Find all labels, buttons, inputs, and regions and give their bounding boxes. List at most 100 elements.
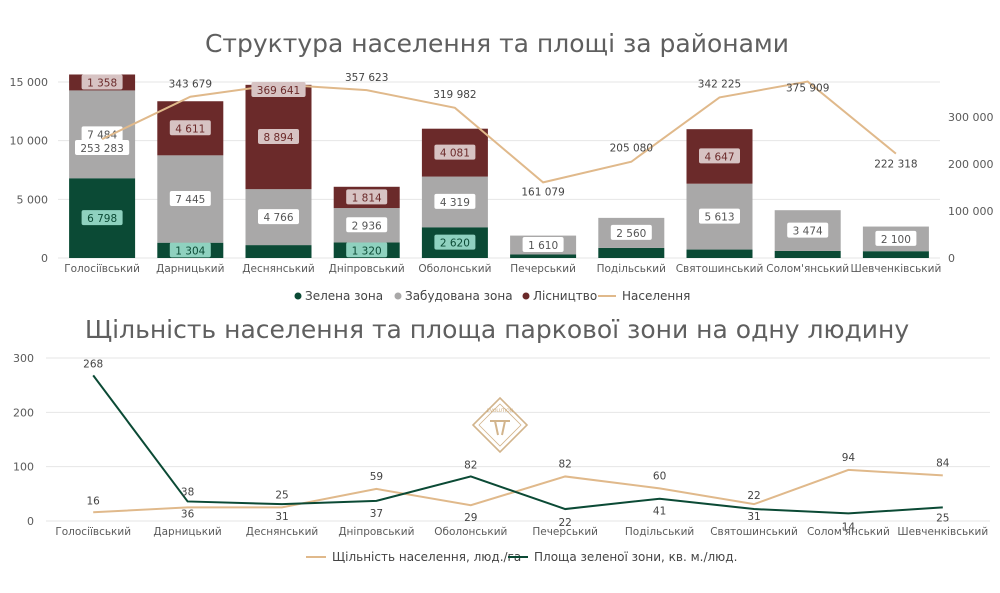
chart2-data-label: 268 [83, 358, 103, 370]
chart1-bar-label: 2 936 [352, 220, 382, 232]
chart2-x-axis: Голосіївський Дарницький Деснянський Дніпро… [55, 526, 988, 538]
chart1-category-label: Голосіївський [64, 263, 140, 275]
chart1-bar-label-bg [875, 230, 917, 246]
chart1-bar-label: 1 358 [87, 77, 117, 89]
chart1-bar-label-bg [434, 193, 476, 209]
chart1-bar-label-bg [169, 120, 211, 136]
chart1-bar-label-bg [258, 209, 299, 225]
chart1-y-axis-left: 0 5 000 10 000 15 000 [10, 76, 49, 265]
chart1-population-label: 319 982 [433, 89, 476, 101]
chart2-data-label: 82 [559, 458, 572, 470]
chart2-data-label: 22 [559, 517, 572, 529]
chart1-legend-marker [522, 292, 530, 300]
chart1-population-label: 375 909 [786, 83, 829, 95]
chart1-y-tick: 15 000 [10, 76, 49, 89]
chart1-bar-label-bg [610, 224, 652, 240]
chart1-legend-label: Лісництво [533, 289, 597, 303]
chart1-bar-label-bg [346, 217, 388, 233]
chart1-population-label-bg [75, 140, 130, 155]
chart2-data-label: 16 [87, 495, 101, 507]
chart1-category-label: Солом'янський [766, 263, 849, 275]
chart2-lines: 16 38 25 59 29 82 60 31 94 84 268 36 31 37 82 22 41 22 14 2… [83, 358, 950, 533]
chart1-population-label: 357 623 [345, 72, 388, 84]
chart1-title: Структура населення та площі за районами [205, 29, 789, 58]
chart1-y-tick: 5 000 [17, 193, 49, 206]
chart2-series-line [92, 374, 943, 515]
chart2-y-tick: 100 [13, 461, 34, 474]
chart1-y2-tick: 100 000 [948, 205, 994, 218]
chart1-bars: 6 798 7 484 1 358 1 304 7 445 4 611 4 766 8 894… [69, 74, 929, 258]
chart1-legend-label: Зелена зона [305, 289, 383, 303]
chart1-category-label: Святошинський [676, 263, 764, 275]
chart1-population-label-bg [251, 82, 306, 97]
chart1-bar-label: 2 620 [440, 238, 470, 250]
chart1-bar-label: 4 319 [440, 197, 470, 209]
chart1-bar-label: 6 798 [87, 213, 117, 225]
chart2-data-label: 25 [936, 512, 949, 524]
chart2-data-label: 84 [936, 457, 950, 469]
chart2-y-tick: 0 [27, 515, 34, 528]
chart1-bar-label: 4 081 [440, 148, 470, 160]
chart1-bar-label-bg [434, 234, 476, 250]
chart2-data-label: 31 [275, 511, 288, 523]
chart1-bar-label-bg [699, 208, 740, 224]
chart1-x-axis: Голосіївський Дарницький Деснянський Дніпро… [64, 263, 941, 275]
chart1-bar-label: 1 320 [352, 245, 382, 257]
chart2-data-label: 94 [842, 452, 856, 464]
chart2-category-label: Деснянський [246, 526, 318, 538]
chart1-bar-label: 4 766 [263, 212, 293, 224]
chart1-bar-label-bg [81, 126, 123, 142]
chart1-population-label: 161 079 [521, 186, 564, 198]
chart1-legend-marker [394, 292, 402, 300]
chart2-y-tick: 300 [13, 352, 34, 365]
chart2-category-label: Святошинський [710, 526, 798, 538]
chart1-population-label: 253 283 [80, 143, 123, 155]
chart1-bar-label: 1 304 [175, 245, 205, 257]
chart1-category-label: Шевченківський [850, 263, 941, 275]
chart1-population-label: 342 225 [698, 78, 741, 90]
chart1-bar-label: 2 560 [616, 228, 646, 240]
chart1-bar-segment [686, 249, 753, 258]
chart2-category-label: Голосіївський [55, 526, 131, 538]
chart1-bar-label: 1 814 [352, 192, 382, 204]
chart2-data-label: 82 [464, 459, 477, 471]
chart1-legend-label: Забудована зона [405, 289, 513, 303]
chart2-category-label: Печерський [532, 526, 598, 538]
chart1-bar-label-bg [169, 191, 211, 207]
chart1-y-tick: 0 [41, 252, 48, 265]
chart2-category-label: Шевченківський [897, 526, 988, 538]
chart1-bar-label: 4 647 [704, 151, 734, 163]
chart1-bar-label: 4 611 [175, 123, 205, 135]
chart2-data-label: 60 [653, 470, 666, 482]
chart1-population-label: 369 641 [257, 85, 300, 97]
chart2-data-label: 14 [842, 521, 856, 533]
chart1-bar-segment [862, 251, 929, 258]
chart1-legend-marker [294, 292, 302, 300]
chart1-bar-label-bg [434, 144, 476, 160]
chart1-bar-label-bg [787, 222, 829, 238]
chart1-category-label: Деснянський [242, 263, 314, 275]
chart2-data-label: 36 [181, 508, 195, 520]
chart1-y-tick: 10 000 [10, 135, 49, 148]
chart2-data-label: 31 [747, 511, 760, 523]
chart2-data-label: 22 [747, 490, 760, 502]
chart1-population-label: 343 679 [169, 79, 212, 91]
chart1-bar-label-bg [258, 128, 299, 144]
chart2-title: Щільність населення та площа паркової зо… [85, 315, 910, 344]
chart1-bar-segment [598, 247, 665, 258]
chart2-legend: Щільність населення, люд./га Площа зелено… [306, 550, 737, 564]
chart1-bar-label-bg [522, 237, 564, 253]
chart2-category-label: Оболонський [434, 526, 507, 538]
logo-text: EVOLUTION [487, 408, 513, 414]
chart1-category-label: Дарницький [156, 263, 224, 275]
chart2-series-line [93, 468, 943, 514]
chart1-population-label: 222 318 [874, 159, 917, 171]
chart2-category-label: Солом'янський [807, 526, 890, 538]
chart2-y-tick: 200 [13, 406, 34, 419]
chart1-bar-segment [774, 250, 841, 258]
chart1-legend-label: Населення [622, 289, 690, 303]
chart1-category-label: Оболонський [418, 263, 491, 275]
